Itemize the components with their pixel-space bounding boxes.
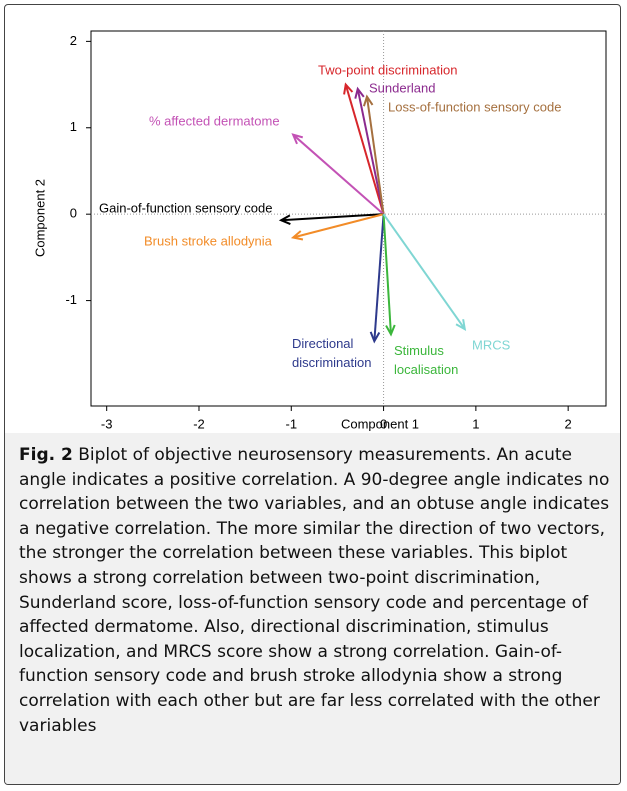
arrowhead	[291, 133, 304, 145]
vector-label: Directional discrimination	[292, 336, 371, 370]
vector-label: Stimulus localisation	[394, 343, 458, 377]
y-tick-label: 0	[70, 206, 77, 221]
arrowhead	[343, 82, 354, 95]
arrowhead	[362, 94, 374, 107]
vector	[344, 84, 385, 215]
vector-label: Two-point discrimination	[318, 62, 457, 77]
plot-frame	[90, 30, 607, 407]
x-tick-label: -1	[285, 416, 297, 431]
caption-text: Biplot of objective neurosensory measure…	[19, 445, 610, 736]
vector-label: Gain-of-function sensory code	[99, 200, 272, 215]
vector-label: % affected dermatome	[149, 113, 280, 128]
y-axis-label: Component 2	[32, 179, 47, 257]
vector	[281, 213, 384, 222]
y-tick-label: 1	[70, 119, 77, 134]
vector	[292, 133, 385, 215]
x-axis-label: Component 1	[341, 416, 419, 431]
vector	[292, 213, 384, 239]
x-tick-label: 2	[565, 416, 572, 431]
vector	[382, 213, 466, 330]
arrowhead	[385, 324, 396, 337]
vector	[365, 96, 385, 215]
vector-label: MRCS	[472, 337, 511, 352]
x-tick-label: 1	[472, 416, 479, 431]
vector-label: Brush stroke allodynia	[144, 233, 273, 248]
arrowhead	[290, 230, 304, 241]
arrowhead	[455, 319, 467, 331]
arrowhead	[354, 86, 365, 99]
vector	[382, 214, 392, 335]
vector	[356, 88, 385, 215]
arrowhead	[278, 214, 291, 225]
y-tick-label: 2	[70, 33, 77, 48]
vector-label: Loss-of-function sensory code	[388, 99, 561, 114]
chart: Component 1 Component 2 -3 -2 -1 0 1 2 -1 0 1 2 Tw…	[32, 30, 607, 431]
vector	[373, 214, 385, 342]
caption: Fig. 2 Biplot of objective neurosensory …	[5, 433, 620, 784]
arrowhead	[369, 331, 381, 344]
y-tick-label: -1	[65, 292, 77, 307]
x-tick-label: 0	[380, 416, 387, 431]
caption-label: Fig. 2	[19, 445, 73, 465]
vector-label: Sunderland	[369, 80, 436, 95]
figure: Component 1 Component 2 -3 -2 -1 0 1 2 -1 0 1 2 Tw…	[4, 4, 621, 785]
x-tick-label: -3	[101, 416, 113, 431]
x-tick-label: -2	[193, 416, 205, 431]
